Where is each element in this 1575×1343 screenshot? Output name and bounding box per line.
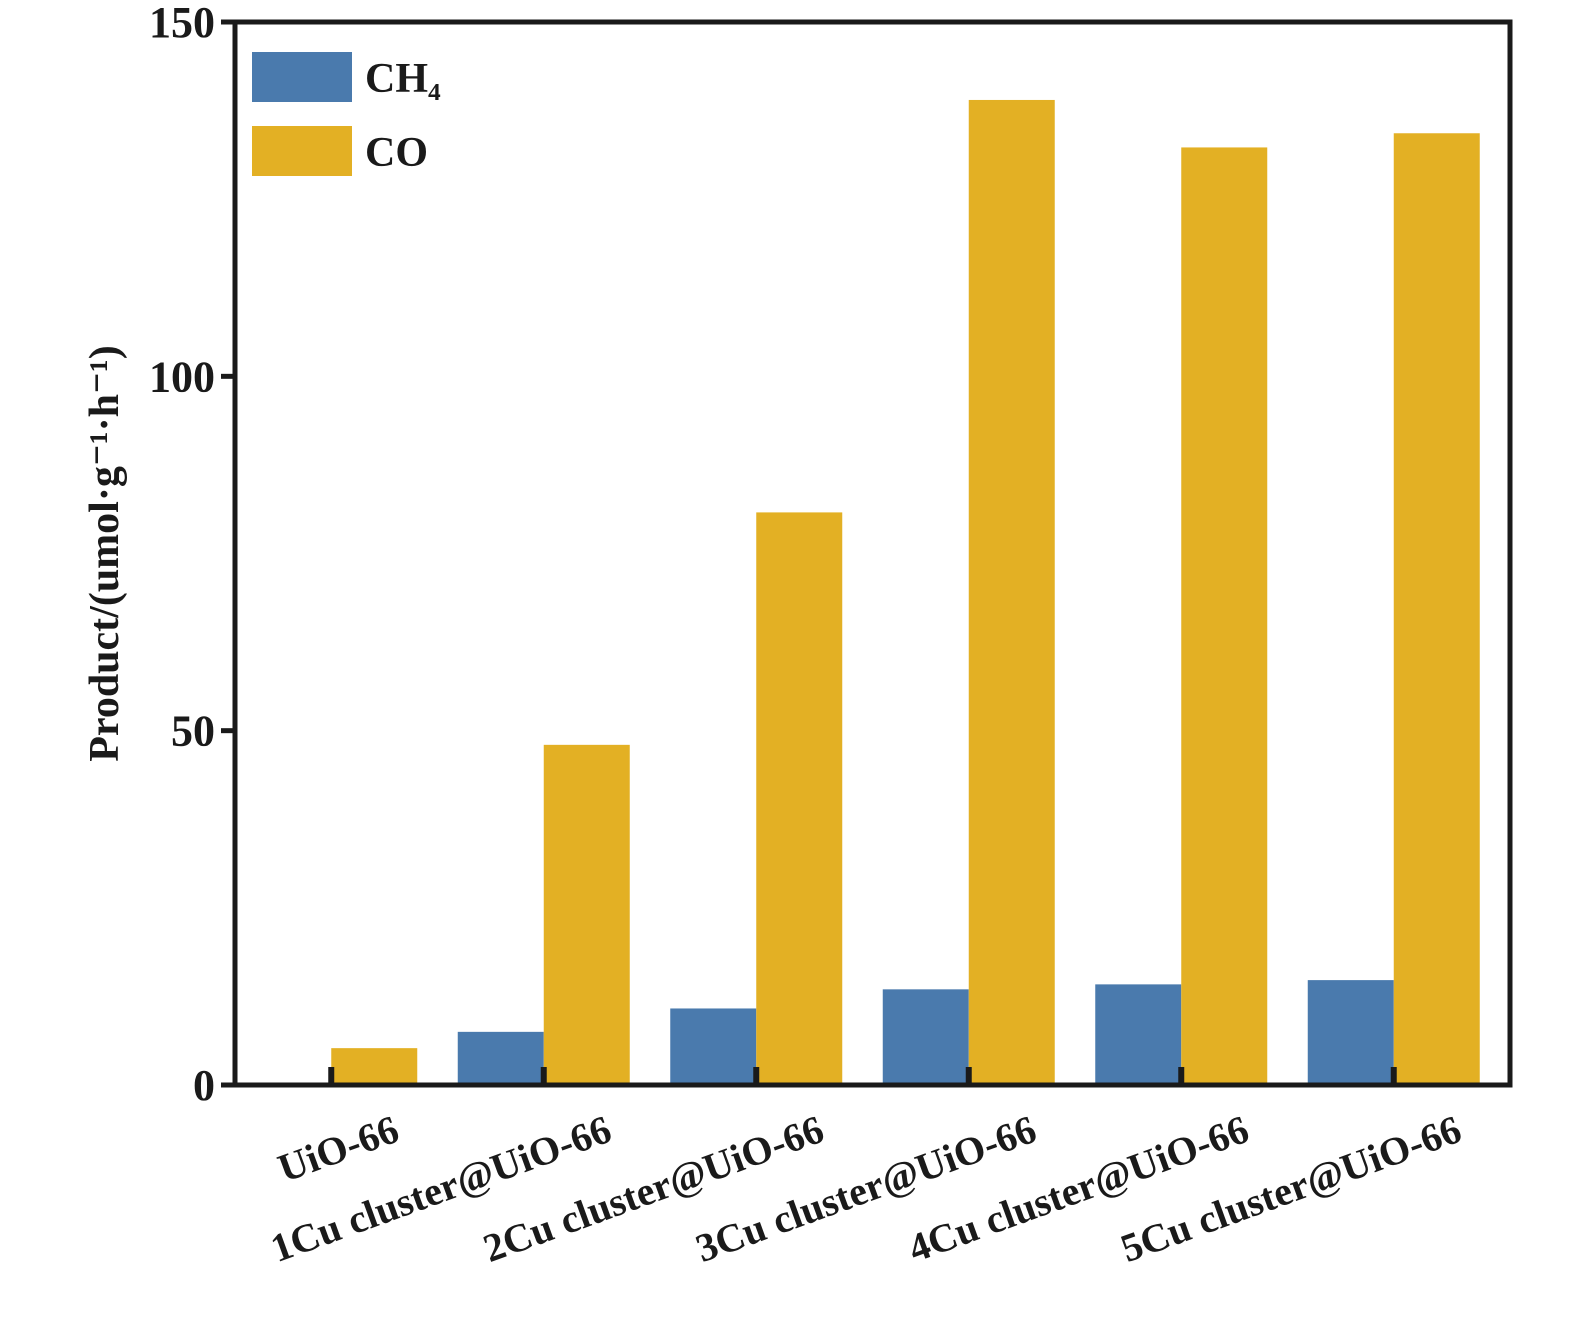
bar-ch4 xyxy=(1095,984,1182,1085)
bar-ch4 xyxy=(670,1008,757,1085)
plot-frame xyxy=(232,19,1513,1088)
y-tick-label: 150 xyxy=(149,0,215,47)
legend-label-co: CO xyxy=(365,130,428,176)
bar-ch4 xyxy=(457,1031,544,1085)
bar-co xyxy=(756,512,843,1085)
bar-co xyxy=(968,99,1055,1086)
legend-swatch-ch4 xyxy=(252,52,352,102)
bar-ch4 xyxy=(1307,980,1394,1085)
x-tick-label: 5Cu cluster@UiO-66 xyxy=(1115,1106,1467,1271)
y-tick-label: 50 xyxy=(171,707,215,756)
y-tick-label: 0 xyxy=(193,1061,215,1110)
bars-layer xyxy=(331,99,1480,1086)
y-axis: 0 50 100 150 xyxy=(149,0,235,1110)
x-tick-label: UiO-66 xyxy=(272,1106,404,1191)
x-tick-label: 2Cu cluster@UiO-66 xyxy=(477,1106,829,1271)
x-tick-label: 4Cu cluster@UiO-66 xyxy=(902,1106,1254,1271)
bar-co xyxy=(543,744,630,1085)
y-axis-title: Product/(umol·g⁻¹·h⁻¹) xyxy=(82,345,128,761)
bar-co xyxy=(1181,147,1268,1085)
bar-co xyxy=(1393,133,1480,1085)
legend: CH₄ CO xyxy=(252,52,441,176)
legend-label-ch4: CH₄ xyxy=(365,56,441,102)
legend-swatch-co xyxy=(252,126,352,176)
bar-co xyxy=(331,1048,418,1085)
x-tick-label: 1Cu cluster@UiO-66 xyxy=(265,1106,617,1271)
x-tick-label: 3Cu cluster@UiO-66 xyxy=(690,1106,1042,1271)
y-tick-label: 100 xyxy=(149,352,215,401)
bar-ch4 xyxy=(882,989,969,1085)
